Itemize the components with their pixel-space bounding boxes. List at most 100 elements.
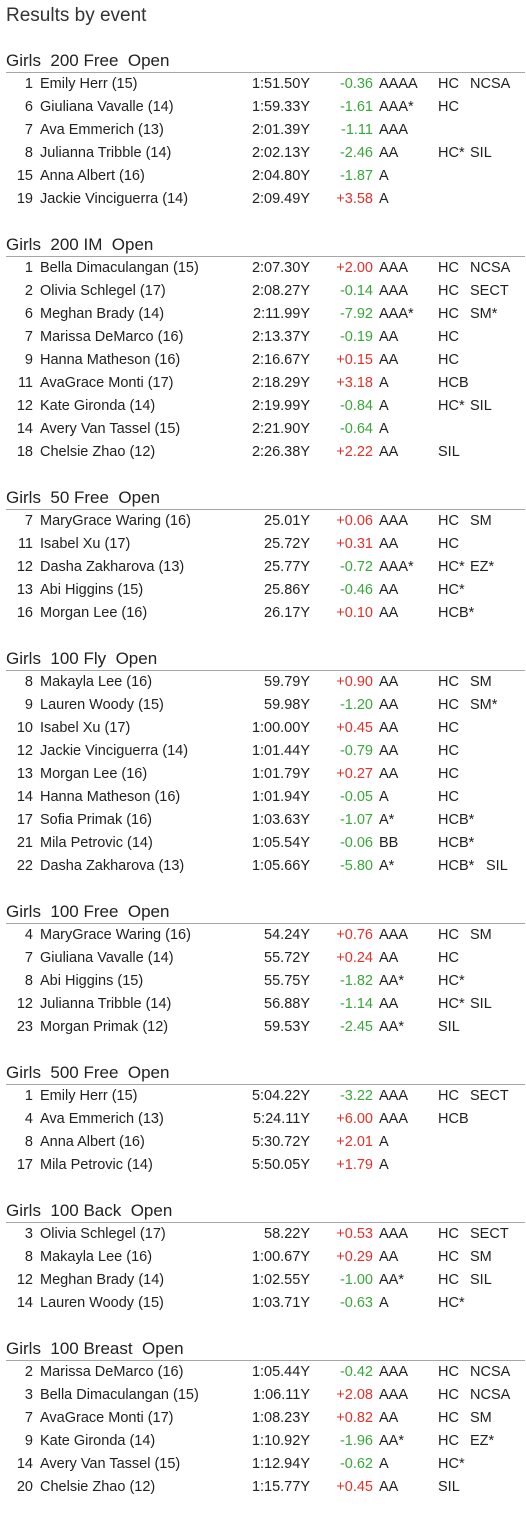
time-delta: +0.76 [336,927,373,943]
place-number: 8 [24,973,33,989]
result-row: 21 Mila Petrovic (14) 1:05.54Y -0.06 BB HCB* [0,832,526,855]
swim-time: 54.24Y [264,927,310,943]
swimmer-name: AvaGrace Monti (17) [40,1410,174,1426]
time-standard: AA [379,720,399,736]
swimmer-name: Hanna Matheson (16) [40,352,181,368]
swim-time: 1:15.77Y [251,1479,310,1495]
result-row: 8 Makayla Lee (16) 1:00.67Y +0.29 AA HC SM [0,1246,526,1269]
swimmer-name: Jackie Vinciguerra (14) [40,743,189,759]
event-title: Girls 200 IM Open [6,234,525,257]
time-standard: A [379,1456,389,1472]
qualifier-2: SM [470,513,492,529]
result-row: 12 Julianna Tribble (14) 56.88Y -1.14 AA HC* S… [0,993,526,1016]
time-delta: -0.42 [339,1364,373,1380]
result-row: 3 Olivia Schlegel (17) 58.22Y +0.53 AAA HC SEC… [0,1223,526,1246]
place-number: 4 [24,1111,33,1127]
place-number: 10 [16,720,33,736]
swimmer-name: Ava Emmerich (13) [40,122,164,138]
result-row: 11 Isabel Xu (17) 25.72Y +0.31 AA HC [0,533,526,556]
place-number: 7 [24,122,33,138]
qualifier-2: SM [470,1410,492,1426]
result-row: 18 Chelsie Zhao (12) 2:26.38Y +2.22 AA SIL [0,441,526,464]
place-number: 7 [24,329,33,345]
qualifier-1: HC [438,720,459,736]
result-row: 9 Kate Gironda (14) 1:10.92Y -1.96 AA* HC EZ* [0,1430,526,1453]
swim-time: 1:01.79Y [251,766,310,782]
qualifier-2: NCSA [470,260,511,276]
swimmer-name: Meghan Brady (14) [40,306,165,322]
result-row: 14 Avery Van Tassel (15) 1:12.94Y -0.62 A HC* [0,1453,526,1476]
result-row: 13 Abi Higgins (15) 25.86Y -0.46 AA HC* [0,579,526,602]
qualifier-2: SM [470,1249,492,1265]
swimmer-name: Lauren Woody (15) [40,697,164,713]
time-standard: AAA [379,283,409,299]
result-row: 7 Marissa DeMarco (16) 2:13.37Y -0.19 AA HC [0,326,526,349]
swimmer-name: Morgan Lee (16) [40,605,148,621]
qualifier-1: HC* [438,582,465,598]
place-number: 22 [16,858,33,874]
result-row: 1 Bella Dimaculangan (15) 2:07.30Y +2.00 AAA… [0,257,526,280]
page-title: Results by event [6,5,147,26]
qualifier-1: HC [438,1272,459,1288]
time-delta: +0.82 [336,1410,373,1426]
time-delta: -0.79 [339,743,373,759]
swimmer-name: Olivia Schlegel (17) [40,283,166,299]
qualifier-1: HC [438,352,459,368]
time-standard: AA [379,444,399,460]
qualifier-2: EZ* [470,1433,495,1449]
qualifier-1: HCB* [438,812,475,828]
event-section: Girls 200 Free Open 1 Emily Herr (15) 1:51.… [0,50,526,211]
time-delta: +3.18 [336,375,373,391]
swim-time: 5:24.11Y [253,1111,310,1127]
qualifier-2: SECT [470,283,509,299]
place-number: 4 [24,927,33,943]
event-title: Girls 500 Free Open [6,1062,525,1085]
qualifier-1: HC [438,1249,459,1265]
swim-time: 5:04.22Y [251,1088,310,1104]
place-number: 11 [17,375,33,391]
swim-time: 1:06.11Y [253,1387,310,1403]
qualifier-2: SIL [470,996,492,1012]
result-row: 4 MaryGrace Waring (16) 54.24Y +0.76 AAA HC SM [0,924,526,947]
result-row: 6 Meghan Brady (14) 2:11.99Y -7.92 AAA* HC SM* [0,303,526,326]
swimmer-name: AvaGrace Monti (17) [40,375,174,391]
swim-time: 2:19.99Y [251,398,310,414]
swim-time: 1:01.94Y [251,789,310,805]
time-delta: +0.45 [336,720,373,736]
qualifier-2: SM [470,674,492,690]
result-row: 19 Jackie Vinciguerra (14) 2:09.49Y +3.58 A [0,188,526,211]
time-delta: +0.06 [336,513,373,529]
qualifier-1: HC* [438,996,465,1012]
time-standard: AAA* [379,99,414,115]
time-delta: -2.46 [339,145,373,161]
time-delta: -1.00 [339,1272,373,1288]
swimmer-name: Giuliana Vavalle (14) [40,950,174,966]
result-row: 12 Meghan Brady (14) 1:02.55Y -1.00 AA* HC SIL [0,1269,526,1292]
qualifier-1: HC [438,329,459,345]
swimmer-name: Anna Albert (16) [40,168,145,184]
time-delta: -1.96 [339,1433,373,1449]
event-title: Girls 100 Back Open [6,1200,525,1223]
result-row: 7 AvaGrace Monti (17) 1:08.23Y +0.82 AA HC SM [0,1407,526,1430]
time-standard: AAAA [379,76,418,92]
time-standard: AAA [379,1111,409,1127]
swim-time: 58.22Y [264,1226,310,1242]
swimmer-name: Anna Albert (16) [40,1134,145,1150]
result-row: 11 AvaGrace Monti (17) 2:18.29Y +3.18 A HCB [0,372,526,395]
result-row: 22 Dasha Zakharova (13) 1:05.66Y -5.80 A* HCB… [0,855,526,878]
swimmer-name: Olivia Schlegel (17) [40,1226,166,1242]
time-standard: A* [379,812,395,828]
swim-time: 1:59.33Y [251,99,310,115]
result-row: 13 Morgan Lee (16) 1:01.79Y +0.27 AA HC [0,763,526,786]
qualifier-1: HC* [438,145,465,161]
time-delta: +6.00 [336,1111,373,1127]
event-section: Girls 500 Free Open 1 Emily Herr (15) 5:04.… [0,1062,526,1177]
result-row: 12 Dasha Zakharova (13) 25.77Y -0.72 AAA* HC*… [0,556,526,579]
swim-time: 2:21.90Y [251,421,310,437]
swim-time: 25.77Y [264,559,310,575]
time-delta: -1.61 [339,99,373,115]
time-standard: A [379,1295,389,1311]
swimmer-name: Abi Higgins (15) [40,973,144,989]
time-delta: +0.10 [336,605,373,621]
swimmer-name: Avery Van Tassel (15) [40,421,181,437]
